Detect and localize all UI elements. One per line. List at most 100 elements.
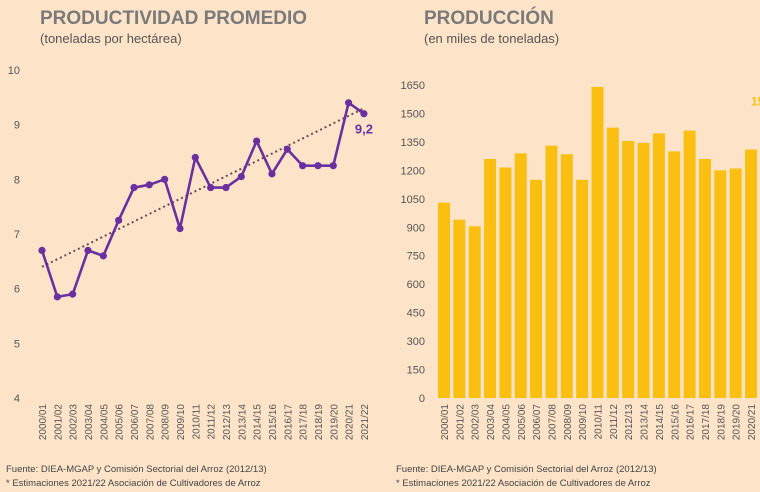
x-tick-label: 2006/07 [130,404,141,441]
bar [683,130,696,398]
bar [637,142,650,398]
y-tick-label: 1650 [401,80,425,92]
right-estimate-note: * Estimaciones 2021/22 Asociación de Cul… [396,478,651,489]
x-tick-label: 2019/20 [329,404,340,441]
data-point [253,137,261,145]
bar [591,86,604,398]
x-tick-label: 2019/20 [732,404,743,441]
x-tick-label: 2001/02 [455,404,466,441]
y-tick-label: 7 [14,229,20,241]
right-chart-title: PRODUCCIÓN [424,7,554,29]
x-tick-label: 2014/15 [655,404,666,441]
right-source-note: Fuente: DIEA-MGAP y Comisión Sectorial d… [396,464,657,475]
series-line [40,101,365,299]
y-tick-label: 1050 [401,194,425,206]
x-tick-label: 2009/10 [578,404,589,441]
data-point [237,173,245,181]
x-tick-label: 2004/05 [99,404,110,441]
bar [698,158,711,398]
y-tick-label: 1500 [401,108,425,120]
callout-label: 1510 [751,95,760,109]
y-tick-label: 600 [407,279,425,291]
data-point [38,246,46,254]
data-point [145,181,153,189]
x-tick-label: 2021/22 [360,404,371,441]
x-tick-label: 2013/14 [640,404,651,441]
data-point [161,175,169,183]
bar [745,149,757,398]
trend-line [41,107,365,268]
x-tick-label: 2000/01 [38,404,49,441]
x-tick-label: 2018/19 [716,404,727,441]
y-tick-label: 6 [14,284,20,296]
bar [484,158,497,398]
x-tick-label: 2016/17 [283,404,294,441]
data-point [299,162,307,170]
bar [545,145,558,398]
x-tick-label: 2010/11 [594,404,605,440]
left-estimate-note: * Estimaciones 2021/22 Asociación de Cul… [6,478,261,489]
bar [499,167,512,398]
x-tick-label: 2016/17 [686,404,697,441]
bar [729,168,742,398]
x-tick-label: 2005/06 [517,404,528,441]
x-tick-label: 2017/18 [299,404,310,441]
bar [606,127,619,398]
data-point [191,153,199,162]
x-tick-label: 2001/02 [53,404,64,441]
data-point [268,170,276,178]
x-tick-label: 2015/16 [268,404,279,441]
x-tick-label: 2002/03 [471,404,482,441]
data-point [329,162,337,170]
x-tick-label: 2013/14 [237,404,248,441]
bar [560,154,573,398]
x-tick-label: 2009/10 [176,404,187,441]
bar [468,226,481,398]
y-tick-label: 750 [407,251,425,263]
x-tick-label: 2003/04 [84,404,95,441]
right-chart-subtitle: (en miles de toneladas) [424,31,559,46]
x-tick-label: 2010/11 [191,404,202,440]
x-tick-label: 2002/03 [69,404,80,441]
y-tick-label: 5 [14,338,20,350]
bar [668,151,681,398]
x-tick-label: 2020/21 [345,404,356,441]
bar [652,133,665,398]
x-tick-label: 2012/13 [222,404,233,441]
left-chart-subtitle: (toneladas por hectárea) [40,31,182,46]
x-tick-label: 2011/12 [207,404,218,440]
data-point [53,293,61,301]
bar [514,153,527,398]
data-point [360,110,368,118]
x-tick-label: 2005/06 [115,404,126,441]
y-tick-label: 1350 [401,137,425,149]
y-tick-label: 1200 [401,165,425,177]
left-source-note: Fuente: DIEA-MGAP y Comisión Sectorial d… [6,464,267,475]
y-tick-label: 450 [407,308,425,320]
data-point [283,145,291,153]
x-tick-label: 2004/05 [501,404,512,441]
x-tick-label: 2003/04 [486,404,497,441]
data-point [84,246,92,254]
data-point [345,99,353,107]
data-point [176,224,184,233]
y-tick-label: 150 [407,365,425,377]
y-tick-label: 4 [14,393,20,405]
y-tick-label: 8 [14,174,20,186]
x-tick-label: 2006/07 [532,404,543,441]
x-tick-label: 2017/18 [701,404,712,441]
x-tick-label: 2007/08 [145,404,156,441]
bar [714,170,727,398]
data-point [207,183,215,192]
x-tick-label: 2011/12 [609,404,620,440]
x-tick-label: 2008/09 [563,404,574,441]
y-tick-label: 9 [14,120,20,132]
y-tick-label: 300 [407,336,425,348]
y-tick-label: 900 [407,222,425,234]
bar [453,219,466,398]
bar [438,202,450,398]
data-point [115,216,123,224]
x-tick-label: 2020/21 [747,404,758,441]
